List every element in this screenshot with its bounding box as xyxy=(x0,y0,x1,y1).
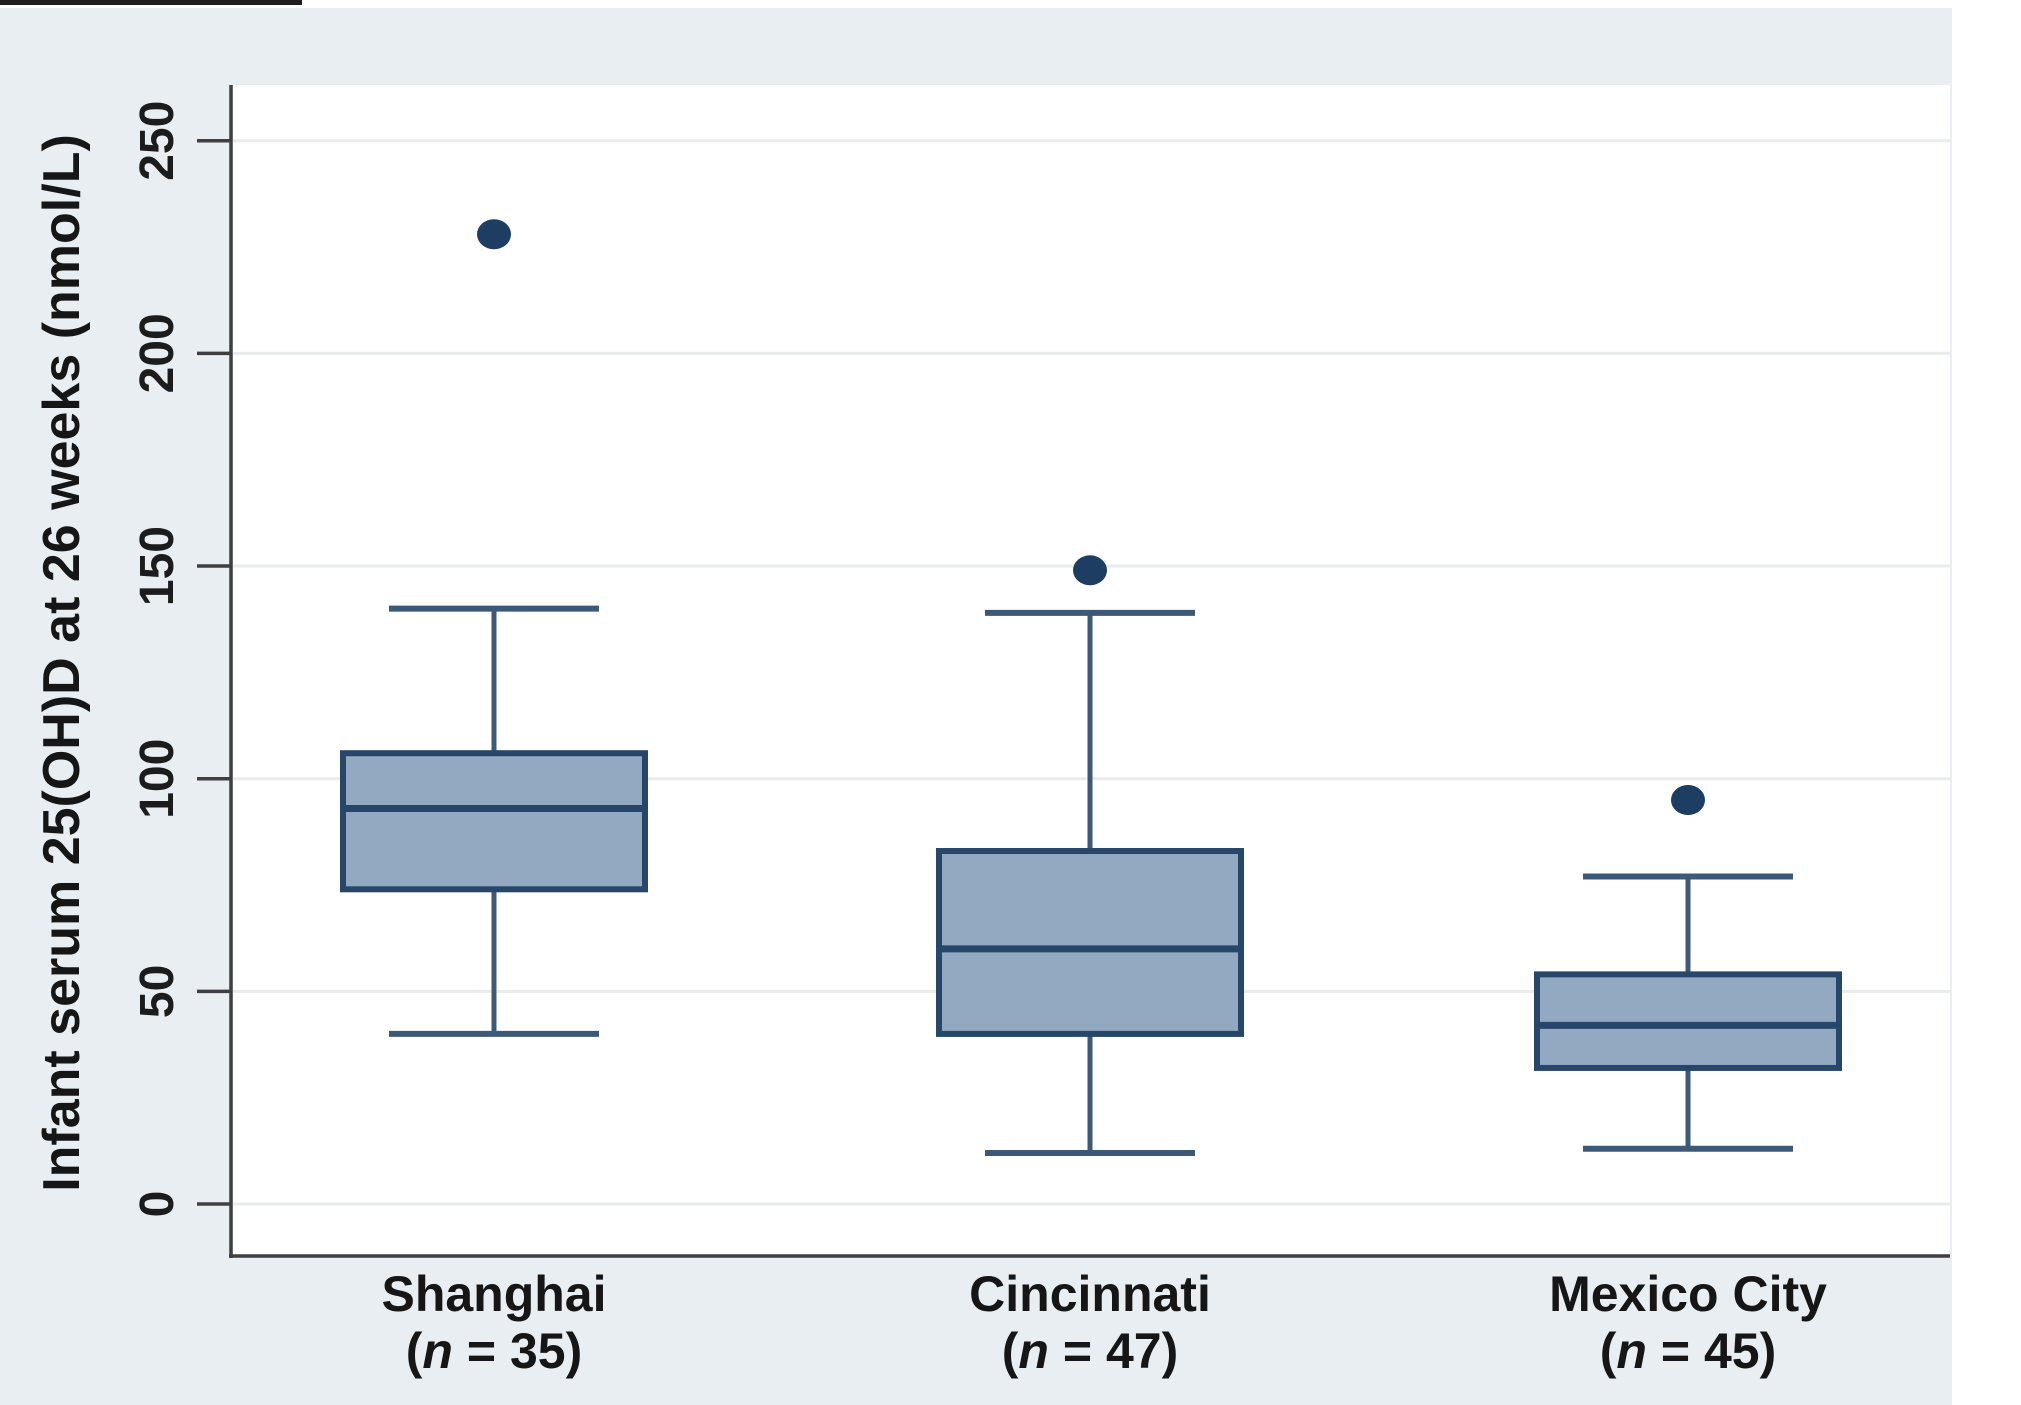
x-axis-group-label-cincinnati: Cincinnati (n = 47) xyxy=(830,1266,1350,1380)
y-tick-label: 100 xyxy=(131,739,184,819)
n-label-var: n xyxy=(422,1323,453,1379)
box-rect xyxy=(1534,971,1842,1071)
group-city-label: Mexico City xyxy=(1549,1266,1827,1322)
group-n-label: (n = 35) xyxy=(234,1323,754,1380)
box-rect xyxy=(936,848,1244,1037)
box-rect xyxy=(340,750,648,893)
n-label-value: = 45) xyxy=(1646,1323,1777,1379)
outlier-point xyxy=(1671,784,1705,815)
y-tick-label: 50 xyxy=(131,965,184,1018)
y-tick-label: 250 xyxy=(131,101,184,181)
n-label-open: ( xyxy=(405,1323,423,1379)
group-city-label: Cincinnati xyxy=(969,1266,1211,1322)
outlier-point xyxy=(477,219,511,250)
n-label-var: n xyxy=(1018,1323,1049,1379)
n-label-value: = 47) xyxy=(1048,1323,1179,1379)
y-tick-label: 200 xyxy=(131,313,184,393)
n-label-value: = 35) xyxy=(452,1323,583,1379)
y-tick-label: 0 xyxy=(131,1191,184,1218)
group-n-label: (n = 47) xyxy=(830,1323,1350,1380)
n-label-open: ( xyxy=(1599,1323,1617,1379)
x-axis-group-label-mexico-city: Mexico City (n = 45) xyxy=(1428,1266,1948,1380)
outlier-point xyxy=(1073,555,1107,586)
n-label-open: ( xyxy=(1001,1323,1019,1379)
y-axis-title: Infant serum 25(OH)D at 26 weeks (nmol/L… xyxy=(33,134,91,1192)
n-label-var: n xyxy=(1616,1323,1647,1379)
y-tick-label: 150 xyxy=(131,526,184,606)
group-n-label: (n = 45) xyxy=(1428,1323,1948,1380)
group-city-label: Shanghai xyxy=(381,1266,607,1322)
figure-top-border xyxy=(0,0,302,5)
x-axis-group-label-shanghai: Shanghai (n = 35) xyxy=(234,1266,754,1380)
